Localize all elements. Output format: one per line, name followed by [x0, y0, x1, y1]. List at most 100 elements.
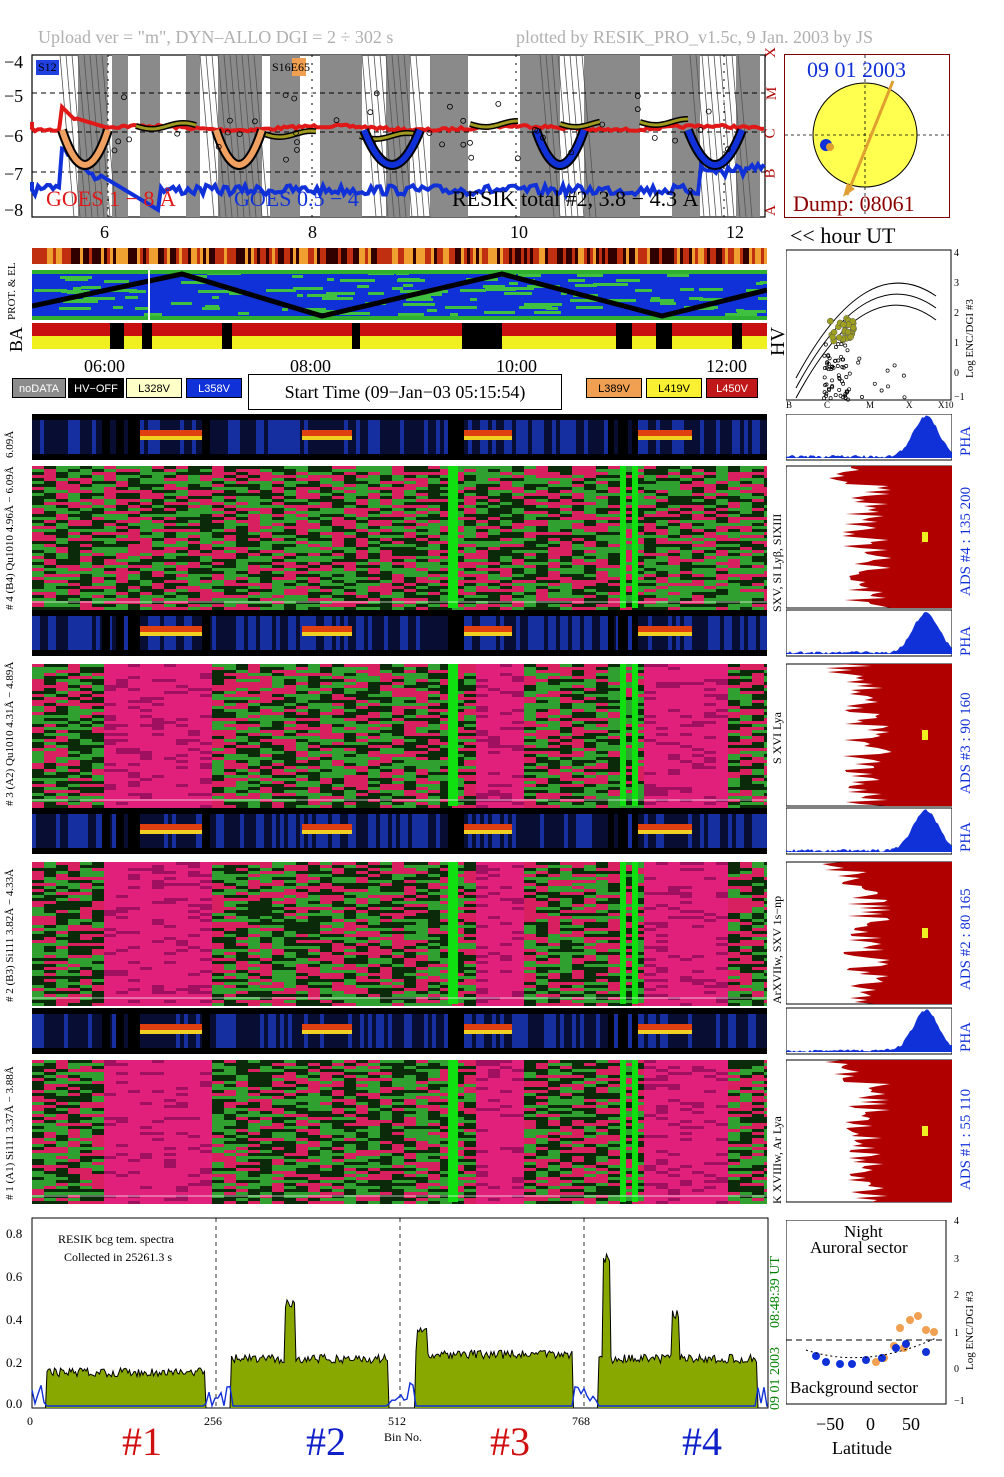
spectrogram-cell — [752, 580, 764, 583]
spectrogram-cell — [656, 565, 668, 568]
goes-point — [460, 141, 467, 148]
spectrogram-cell — [80, 673, 92, 676]
pha-cell — [404, 616, 408, 650]
spectrogram-cell — [44, 511, 56, 514]
goes-point — [468, 154, 475, 161]
spectrogram-cell — [140, 487, 152, 490]
spectrogram-cell — [368, 676, 380, 679]
spectrogram-cell — [524, 598, 536, 601]
hv-green-trace — [760, 281, 792, 284]
spectrogram-cell — [500, 502, 512, 505]
hv-point — [841, 365, 846, 370]
spectrogram-cell — [140, 604, 152, 607]
spectrogram-cell — [692, 559, 704, 562]
spectrogram-cell — [512, 607, 524, 610]
pha-cell — [32, 814, 36, 848]
spectrogram-cell — [92, 487, 104, 490]
spectrogram-cell — [512, 556, 524, 559]
spectrogram-cell — [140, 472, 152, 475]
spectrogram-cell — [272, 544, 284, 547]
hv-xtick: C — [824, 400, 831, 410]
spectrogram-cell — [560, 544, 572, 547]
spectrogram-cell — [236, 574, 248, 577]
spectrogram-cell — [608, 478, 620, 481]
spectrogram-cell — [764, 676, 776, 679]
spectrogram-cell — [752, 583, 764, 586]
pha-band — [302, 1030, 352, 1034]
spectrogram-cell — [368, 478, 380, 481]
spectrogram-cell — [368, 499, 380, 502]
spectrogram-cell — [92, 478, 104, 481]
hv-green-trace — [635, 289, 652, 292]
spectrogram-cell — [224, 490, 236, 493]
spectrogram-cell — [272, 583, 284, 586]
spectrogram-cell — [56, 526, 68, 529]
pha-cell — [368, 420, 372, 454]
spectrogram-cell — [668, 682, 680, 685]
spectrogram-cell — [524, 580, 536, 583]
spectrogram-cell — [296, 556, 308, 559]
pha-cell — [44, 420, 48, 454]
pha-cell — [536, 616, 540, 650]
spectrogram-cell — [356, 550, 368, 553]
spectrogram-cell — [560, 529, 572, 532]
ba-gap — [656, 323, 672, 349]
spectrogram-cell — [644, 682, 656, 685]
strip-cell — [569, 248, 572, 264]
spectrogram-cell — [740, 481, 752, 484]
pha-cell — [424, 1014, 428, 1048]
pha-cell — [416, 420, 420, 454]
spectrogram-cell — [128, 487, 140, 490]
spectrogram-cell — [488, 568, 500, 571]
pha-cell — [432, 1014, 436, 1048]
spectrogram-cell — [116, 679, 128, 682]
spectrogram-cell — [416, 676, 428, 679]
spectrogram-cell — [392, 529, 404, 532]
spectrogram-cell — [200, 598, 212, 601]
spectrogram-cell — [272, 523, 284, 526]
strip-cell — [215, 248, 218, 264]
spectrogram-cell — [272, 511, 284, 514]
spectrogram-cell — [176, 667, 188, 670]
spectrogram-cell — [644, 478, 656, 481]
spectrogram-cell — [560, 535, 572, 538]
spectrogram-cell — [380, 592, 392, 595]
spectrogram-cell — [32, 553, 44, 556]
spectrogram-cell — [608, 496, 620, 499]
pha-band — [137, 1024, 202, 1030]
spectrogram-cell — [356, 475, 368, 478]
spectrogram-cell — [488, 532, 500, 535]
spectrogram-cell — [320, 484, 332, 487]
spectrogram-cell — [668, 487, 680, 490]
pha-gap — [102, 610, 110, 656]
pha-cell — [52, 814, 56, 848]
spectrogram-cell — [392, 670, 404, 673]
spectrogram-cell — [548, 487, 560, 490]
spectrogram-cell — [296, 550, 308, 553]
spectrogram-cell — [380, 577, 392, 580]
hv-point — [833, 345, 838, 350]
spectrogram-cell — [308, 532, 320, 535]
spectrogram-cell — [212, 547, 224, 550]
ba-gap — [462, 323, 502, 349]
spectrogram-cell — [200, 664, 212, 667]
spectrogram-cell — [404, 469, 416, 472]
spectrogram-cell — [224, 517, 236, 520]
spectrogram-cell — [80, 499, 92, 502]
spectrogram-cell — [140, 490, 152, 493]
spectrogram-cell — [248, 682, 260, 685]
spectrogram-cell — [692, 544, 704, 547]
spectrogram-cell — [116, 544, 128, 547]
spectrogram-cell — [692, 466, 704, 469]
spectrogram-cell — [344, 682, 356, 685]
pha-cell — [580, 1014, 584, 1048]
spectrogram-cell — [740, 535, 752, 538]
spectrogram-cell — [752, 517, 764, 520]
spectrogram-cell — [272, 607, 284, 610]
spectrogram-cell — [68, 595, 80, 598]
spectrogram-cell — [596, 664, 608, 667]
spectrogram-cell — [224, 664, 236, 667]
spectrogram-cell — [332, 511, 344, 514]
spectrogram-cell — [656, 673, 668, 676]
pha-cell — [236, 814, 240, 848]
